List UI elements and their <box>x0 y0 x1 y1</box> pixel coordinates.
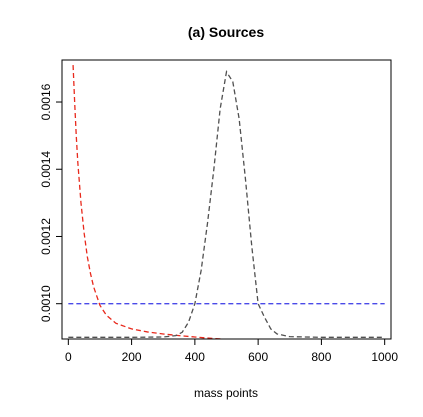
chart-title: (a) Sources <box>188 24 264 40</box>
series-line-3 <box>68 69 385 338</box>
x-tick-label: 200 <box>122 350 142 364</box>
x-tick-label: 600 <box>248 350 268 364</box>
y-axis: 0.0010 0.0012 0.0014 0.0016 <box>39 83 63 322</box>
plot-frame <box>61 59 392 340</box>
series-line-1 <box>72 65 233 339</box>
y-tick-label: 0.0014 <box>39 151 53 188</box>
x-axis: 0 200 400 600 800 1000 <box>65 338 398 364</box>
x-tick-label: 800 <box>311 350 331 364</box>
y-tick-label: 0.0010 <box>39 285 53 322</box>
y-tick-label: 0.0012 <box>39 218 53 255</box>
x-tick-label: 0 <box>65 350 72 364</box>
x-axis-label: mass points <box>194 386 258 400</box>
y-tick-label: 0.0016 <box>39 83 53 120</box>
series-layer <box>68 65 385 339</box>
x-tick-label: 400 <box>185 350 205 364</box>
x-tick-label: 1000 <box>371 350 398 364</box>
